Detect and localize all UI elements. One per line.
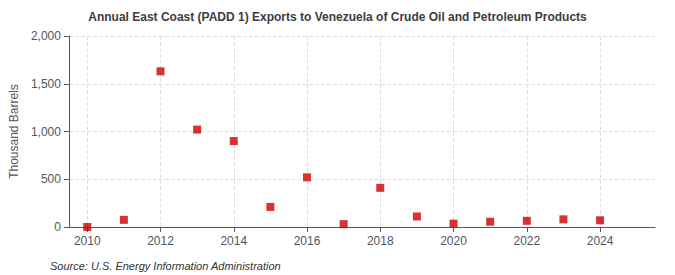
svg-text:1,000: 1,000 <box>31 125 61 139</box>
svg-text:2014: 2014 <box>220 234 247 248</box>
svg-text:2022: 2022 <box>513 234 540 248</box>
svg-text:500: 500 <box>41 172 61 186</box>
svg-text:2024: 2024 <box>587 234 614 248</box>
svg-text:2018: 2018 <box>367 234 394 248</box>
svg-text:2012: 2012 <box>147 234 174 248</box>
svg-text:Annual East Coast (PADD 1) Exp: Annual East Coast (PADD 1) Exports to Ve… <box>88 10 587 24</box>
svg-text:2016: 2016 <box>294 234 321 248</box>
svg-text:0: 0 <box>54 220 61 234</box>
svg-text:Source: U.S. Energy Informatio: Source: U.S. Energy Information Administ… <box>50 260 281 272</box>
svg-text:2,000: 2,000 <box>31 29 61 43</box>
svg-text:2010: 2010 <box>74 234 101 248</box>
svg-text:2020: 2020 <box>440 234 467 248</box>
svg-text:Thousand Barrels: Thousand Barrels <box>7 84 21 179</box>
svg-text:1,500: 1,500 <box>31 77 61 91</box>
